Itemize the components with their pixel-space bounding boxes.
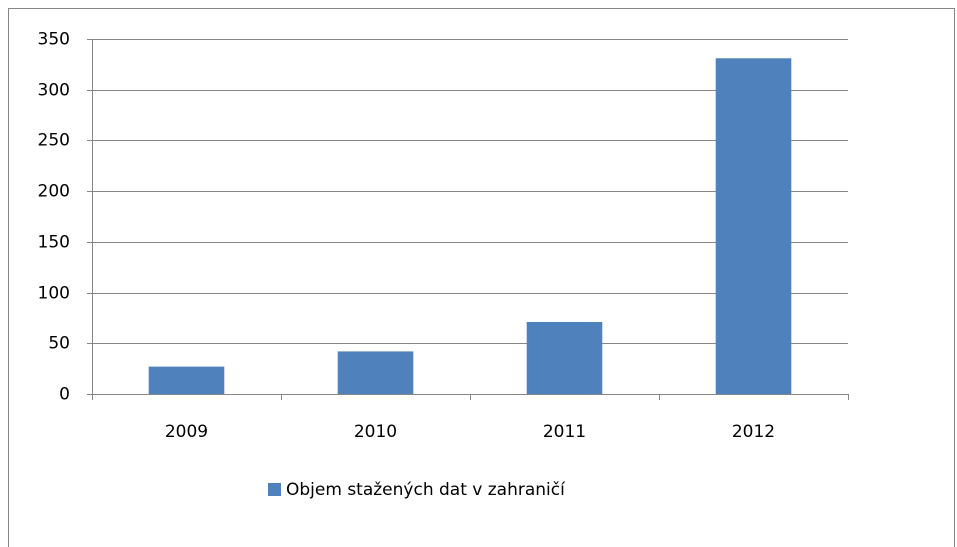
y-tick-label: 50 (48, 334, 70, 354)
y-tick-label: 150 (38, 233, 70, 253)
y-tick-label: 250 (38, 131, 70, 151)
y-tick-label: 100 (38, 284, 70, 304)
x-tick-label: 2009 (165, 422, 208, 442)
y-tick-label: 0 (59, 385, 70, 405)
bar (148, 366, 225, 394)
y-tick-label: 300 (38, 81, 70, 101)
bar (526, 321, 603, 394)
y-tick-label: 200 (38, 182, 70, 202)
x-tick-label: 2012 (732, 422, 775, 442)
x-tick-label: 2011 (543, 422, 586, 442)
legend-label: Objem stažených dat v zahraničí (286, 480, 566, 500)
bar (715, 58, 792, 395)
bar (337, 351, 414, 394)
y-tick-label: 350 (38, 30, 70, 50)
x-tick-label: 2010 (354, 422, 397, 442)
legend-swatch (268, 483, 281, 496)
chart-frame (8, 8, 955, 547)
